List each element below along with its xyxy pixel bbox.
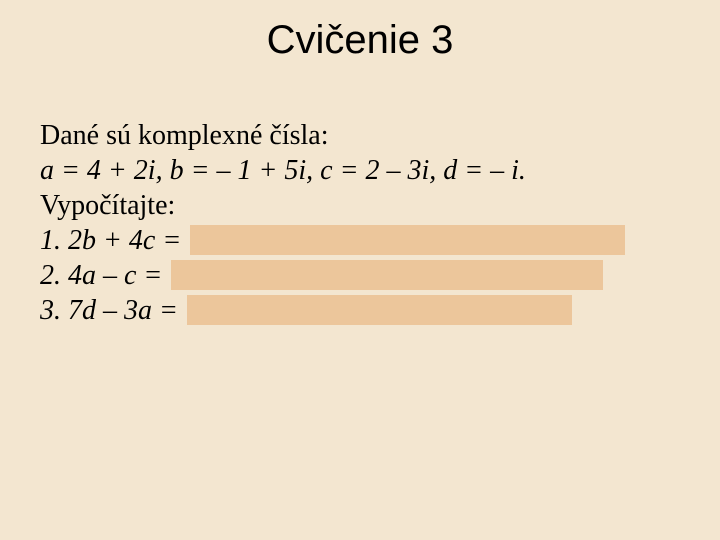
compute-label: Vypočítajte: (40, 188, 680, 223)
answer-mask-2 (171, 260, 603, 290)
answer-mask-1 (190, 225, 625, 255)
intro-line: Dané sú komplexné čísla: (40, 118, 680, 153)
problem-label-1: 1. 2b + 4c = (40, 225, 188, 256)
slide: Cvičenie 3 Dané sú komplexné čísla: a = … (0, 0, 720, 540)
problem-label-3: 3. 7d – 3a = (40, 295, 185, 326)
body-text: Dané sú komplexné čísla: a = 4 + 2i, b =… (40, 118, 680, 328)
answer-mask-3 (187, 295, 572, 325)
slide-title: Cvičenie 3 (0, 18, 720, 63)
problem-label-2: 2. 4a – c = (40, 260, 169, 291)
given-values-line: a = 4 + 2i, b = – 1 + 5i, c = 2 – 3i, d … (40, 153, 680, 188)
problem-row-1: 1. 2b + 4c = (40, 223, 680, 258)
problem-row-2: 2. 4a – c = (40, 258, 680, 293)
problem-row-3: 3. 7d – 3a = (40, 293, 680, 328)
